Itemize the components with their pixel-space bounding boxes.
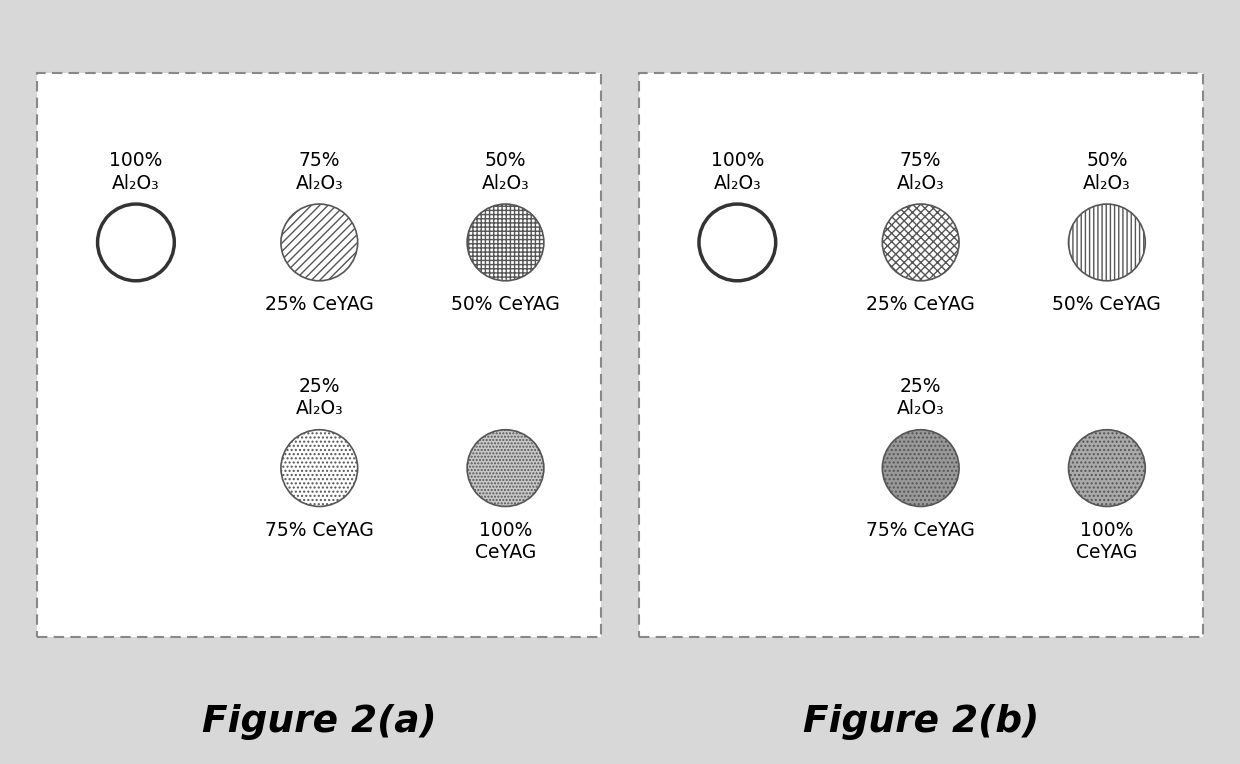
Circle shape — [883, 429, 959, 507]
FancyBboxPatch shape — [639, 73, 1203, 637]
Circle shape — [281, 204, 357, 281]
Text: 25% CeYAG: 25% CeYAG — [265, 295, 373, 314]
Text: 100%
Al₂O₃: 100% Al₂O₃ — [109, 151, 162, 193]
Text: 75% CeYAG: 75% CeYAG — [867, 520, 975, 539]
Text: 50% CeYAG: 50% CeYAG — [1053, 295, 1162, 314]
Text: 75% CeYAG: 75% CeYAG — [265, 520, 373, 539]
Text: 25% CeYAG: 25% CeYAG — [867, 295, 975, 314]
Text: 75%
Al₂O₃: 75% Al₂O₃ — [295, 151, 343, 193]
Circle shape — [467, 429, 544, 507]
Circle shape — [467, 204, 544, 281]
Text: 50%
Al₂O₃: 50% Al₂O₃ — [1083, 151, 1131, 193]
Circle shape — [1069, 429, 1146, 507]
Text: 50%
Al₂O₃: 50% Al₂O₃ — [481, 151, 529, 193]
FancyBboxPatch shape — [37, 73, 601, 637]
Circle shape — [98, 204, 175, 281]
Text: 100%
CeYAG: 100% CeYAG — [475, 520, 536, 562]
Circle shape — [1069, 204, 1146, 281]
Circle shape — [883, 204, 959, 281]
Text: 100%
Al₂O₃: 100% Al₂O₃ — [711, 151, 764, 193]
Text: 100%
CeYAG: 100% CeYAG — [1076, 520, 1137, 562]
Text: 25%
Al₂O₃: 25% Al₂O₃ — [295, 377, 343, 419]
Text: Figure 2(a): Figure 2(a) — [202, 704, 436, 740]
Text: 75%
Al₂O₃: 75% Al₂O₃ — [897, 151, 945, 193]
Circle shape — [281, 429, 357, 507]
Text: 25%
Al₂O₃: 25% Al₂O₃ — [897, 377, 945, 419]
Text: Figure 2(b): Figure 2(b) — [802, 704, 1039, 740]
Circle shape — [699, 204, 776, 281]
Text: 50% CeYAG: 50% CeYAG — [451, 295, 560, 314]
